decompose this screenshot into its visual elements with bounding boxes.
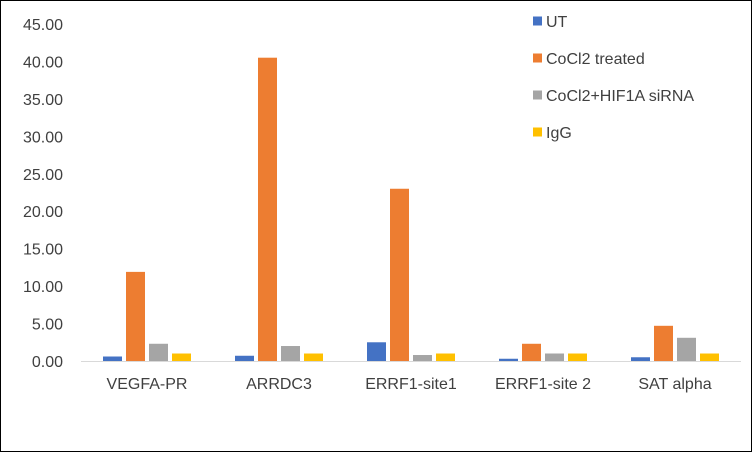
y-tick-label: 35.00: [23, 92, 63, 109]
x-tick-label: ERRF1-site 2: [495, 376, 591, 393]
y-tick-label: 10.00: [23, 279, 63, 296]
bar-cocl2-hif1a-sirna-3: [545, 353, 564, 361]
x-tick-label: ERRF1-site1: [365, 376, 457, 393]
bar-ut-1: [235, 355, 254, 361]
x-tick-label: SAT alpha: [638, 376, 711, 393]
y-tick-label: 5.00: [32, 317, 63, 334]
bar-cocl2-hif1a-sirna-4: [677, 337, 696, 361]
y-tick-label: 0.00: [32, 354, 63, 371]
bar-cocl2-treated-3: [522, 343, 541, 361]
bar-cocl2-hif1a-sirna-0: [149, 343, 168, 361]
bar-igg-4: [700, 353, 719, 361]
legend-swatch: [533, 90, 542, 100]
x-tick-label: VEGFA-PR: [107, 376, 188, 393]
bar-ut-0: [103, 356, 122, 361]
y-tick-label: 20.00: [23, 204, 63, 221]
legend-label: UT: [546, 14, 568, 31]
y-axis-tick-labels: 0.00 5.00 10.00 15.00 20.00 25.00 30.00 35.00 40…: [23, 17, 63, 371]
x-tick-label: ARRDC3: [246, 376, 312, 393]
bar-ut-4: [631, 357, 650, 361]
bar-cocl2-hif1a-sirna-1: [281, 346, 300, 361]
y-tick-label: 45.00: [23, 17, 63, 34]
y-tick-label: 40.00: [23, 54, 63, 71]
bar-igg-0: [172, 353, 191, 361]
legend: UT CoCl2 treated CoCl2+HIF1A siRNA IgG: [533, 14, 694, 142]
bar-cocl2-treated-0: [126, 271, 145, 361]
legend-swatch: [533, 53, 542, 63]
bar-igg-1: [304, 353, 323, 361]
bar-cocl2-hif1a-sirna-2: [413, 355, 432, 361]
bar-igg-2: [436, 353, 455, 361]
y-tick-label: 15.00: [23, 242, 63, 259]
bar-ut-3: [499, 358, 518, 361]
bar-cocl2-treated-2: [390, 188, 409, 361]
bars: [103, 57, 719, 361]
legend-swatch: [533, 127, 542, 137]
y-tick-label: 25.00: [23, 167, 63, 184]
y-tick-label: 30.00: [23, 129, 63, 146]
legend-label: CoCl2+HIF1A siRNA: [546, 88, 694, 105]
bar-cocl2-treated-4: [654, 325, 673, 361]
legend-label: IgG: [546, 125, 572, 142]
bar-cocl2-treated-1: [258, 57, 277, 361]
legend-swatch: [533, 16, 542, 26]
x-axis-category-labels: VEGFA-PR ARRDC3 ERRF1-site1 ERRF1-site 2 SAT…: [107, 376, 712, 393]
bar-igg-3: [568, 353, 587, 361]
legend-label: CoCl2 treated: [546, 51, 645, 68]
bar-ut-2: [367, 342, 386, 361]
